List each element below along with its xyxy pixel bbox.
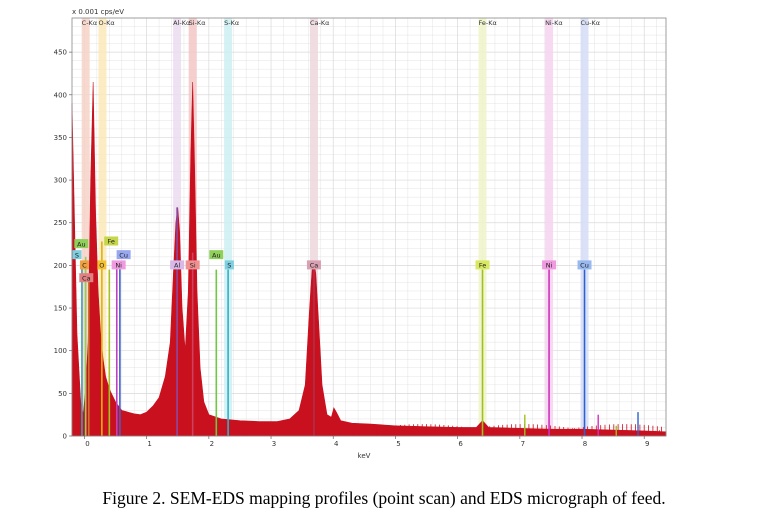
- y-tick-label: 400: [54, 91, 67, 99]
- x-tick-label: 6: [458, 440, 463, 448]
- element-band: [309, 18, 318, 436]
- peak-label: Ni: [546, 262, 553, 270]
- peak-label-box: [577, 260, 592, 270]
- element-line-label: Cu-Kα: [581, 19, 601, 27]
- x-tick-label: 2: [210, 440, 214, 448]
- peak-label: Ni: [115, 262, 122, 270]
- peak-label: O: [99, 262, 104, 270]
- element-line-label: O-Kα: [98, 19, 114, 27]
- peak-label-box: [116, 250, 131, 260]
- element-band: [580, 18, 589, 436]
- peak-label-box: [104, 236, 119, 246]
- x-tick-label: 4: [334, 440, 339, 448]
- y-axis-ticks: 0 50 100 150 200 250 300 350 400 450: [54, 49, 72, 441]
- y-tick-label: 350: [54, 134, 67, 142]
- spectrum-noise: [208, 424, 662, 436]
- peak-label-box: [79, 260, 89, 270]
- element-line-label: Ca-Kα: [310, 19, 329, 27]
- peak-label: S: [227, 262, 231, 270]
- x-axis-ticks: 0 1 2 3 4 5 6 7 8 9: [84, 436, 649, 448]
- x-tick-label: 7: [521, 440, 525, 448]
- peak-label: Cu: [119, 251, 128, 259]
- x-tick-label: 0: [85, 440, 89, 448]
- spectrum-series: [71, 81, 667, 437]
- x-axis-label: keV: [358, 452, 371, 460]
- peak-lines: [81, 207, 639, 436]
- element-band: [81, 18, 90, 436]
- x-tick-label: 1: [147, 440, 151, 448]
- element-line-label: Si-Kα: [189, 19, 206, 27]
- peak-label: Au: [212, 251, 221, 259]
- y-tick-label: 450: [54, 49, 67, 57]
- element-band: [224, 18, 233, 436]
- element-band: [478, 18, 487, 436]
- peak-label: Ca: [310, 262, 319, 270]
- element-line-label: Al-Kα: [173, 19, 190, 27]
- peak-label-box: [79, 273, 94, 283]
- element-band: [98, 18, 107, 436]
- x-tick-label: 3: [272, 440, 276, 448]
- peak-label: Ca: [82, 274, 91, 282]
- peak-label: Fe: [107, 238, 114, 246]
- element-line-label: Ni-Kα: [545, 19, 563, 27]
- plot-frame: [71, 17, 667, 437]
- plot-background: [72, 18, 666, 436]
- peak-label-box: [224, 260, 234, 270]
- y-unit-label: x 0.001 cps/eV: [72, 8, 124, 16]
- y-tick-label: 50: [58, 390, 67, 398]
- peak-label-box: [209, 250, 224, 260]
- x-tick-label: 9: [645, 440, 649, 448]
- y-tick-label: 200: [54, 262, 67, 270]
- peak-label-box: [97, 260, 107, 270]
- peak-label-box: [542, 260, 557, 270]
- x-tick-label: 5: [396, 440, 400, 448]
- element-line-label: Fe-Kα: [479, 19, 497, 27]
- peak-label-box: [72, 250, 82, 260]
- x-tick-label: 8: [583, 440, 587, 448]
- y-tick-label: 100: [54, 347, 67, 355]
- peak-label-box: [170, 260, 185, 270]
- y-tick-label: 0: [63, 433, 67, 441]
- spectrum-area: [71, 81, 667, 437]
- peak-label: S: [75, 251, 79, 259]
- element-band: [545, 18, 554, 436]
- peak-labels: Au Fe S Cu C O Ni Ca Al Si Au S Ca Fe Ni Cu: [72, 236, 592, 283]
- y-tick-label: 300: [54, 177, 67, 185]
- peak-label: C: [82, 262, 87, 270]
- figure-caption: Figure 2. SEM-EDS mapping profiles (poin…: [102, 488, 666, 508]
- peak-label: Si: [190, 262, 196, 270]
- peak-label: Au: [77, 240, 86, 248]
- peak-label-box: [306, 260, 321, 270]
- peak-label-box: [475, 260, 490, 270]
- peak-label-box: [111, 260, 126, 270]
- peak-label: Al: [174, 262, 180, 270]
- y-tick-label: 250: [54, 219, 67, 227]
- element-line-label: C-Kα: [82, 19, 97, 27]
- peak-label-box: [185, 260, 200, 270]
- peak-label-box: [74, 239, 89, 249]
- peak-label: Cu: [580, 262, 589, 270]
- element-line-label: S-Kα: [224, 19, 239, 27]
- peak-label: Fe: [479, 262, 486, 270]
- y-tick-label: 150: [54, 305, 67, 313]
